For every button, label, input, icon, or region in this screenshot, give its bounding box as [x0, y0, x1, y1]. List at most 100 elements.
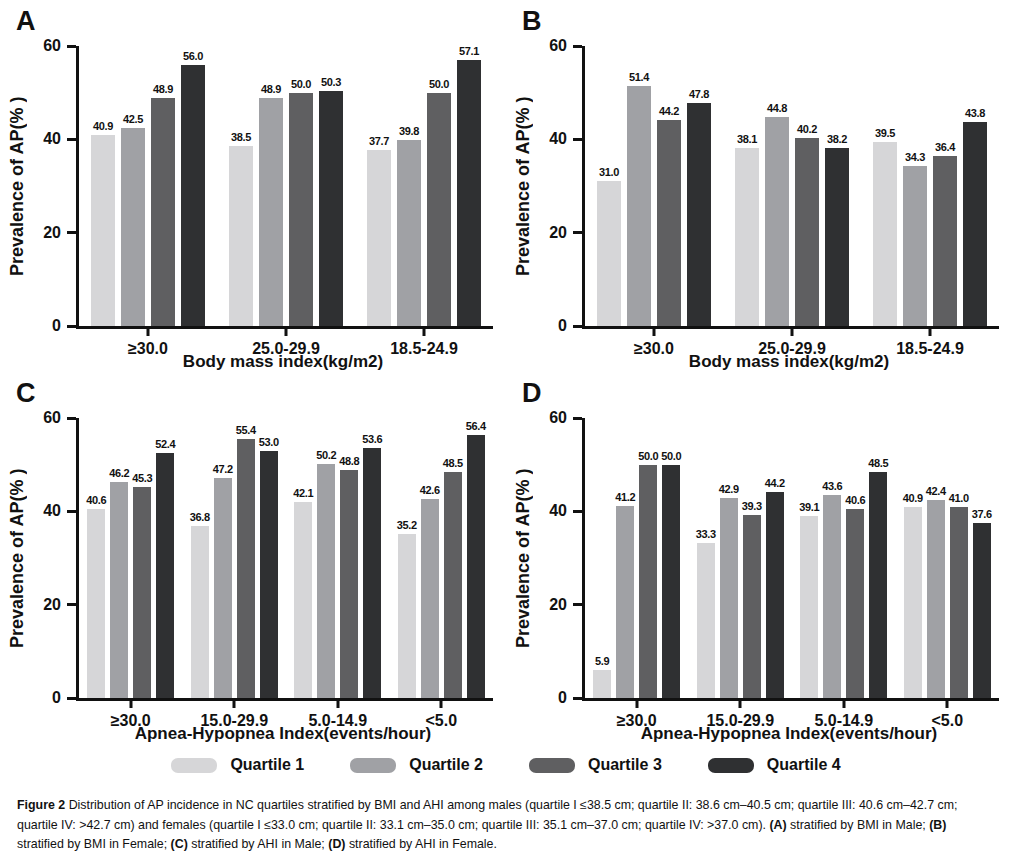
bar-value-label: 35.2	[397, 519, 417, 531]
bar-value-label: 36.4	[935, 141, 955, 153]
panel-c: C Prevalence of AP(% ) 020406040.646.245…	[0, 372, 506, 744]
y-axis-tick-label: 20	[25, 225, 61, 241]
legend-swatch-quartile-1	[171, 758, 217, 773]
bar: 50.0	[427, 93, 451, 326]
bar-groups: 5.941.250.050.0≥30.033.342.939.344.215.0…	[585, 418, 999, 698]
x-axis-tick	[842, 698, 845, 708]
x-axis-tick	[440, 698, 443, 708]
bar: 56.0	[181, 65, 205, 326]
y-axis-tick	[573, 231, 582, 234]
y-axis-tick	[67, 417, 76, 420]
bar-value-label: 41.0	[949, 492, 969, 504]
bar-value-label: 42.1	[293, 487, 313, 499]
bar-value-label: 53.0	[259, 436, 279, 448]
bar: 38.1	[735, 148, 759, 326]
bar: 50.0	[639, 465, 657, 698]
bar-value-label: 48.9	[153, 83, 173, 95]
bar: 41.0	[950, 507, 968, 698]
y-axis-tick-label: 60	[531, 410, 567, 426]
x-axis-label: Apnea-Hypopnea Index(events/hour)	[582, 724, 996, 744]
bar-value-label: 50.0	[661, 450, 681, 462]
bar: 38.5	[229, 146, 253, 326]
bar: 53.0	[260, 451, 278, 698]
x-axis-label: Body mass index(kg/m2)	[76, 352, 490, 372]
y-axis-tick	[67, 138, 76, 141]
y-axis-tick	[67, 603, 76, 606]
bar-value-label: 34.3	[905, 151, 925, 163]
bar-value-label: 40.6	[845, 494, 865, 506]
x-axis-tick	[285, 326, 288, 336]
bar-value-label: 38.1	[737, 133, 757, 145]
panel-letter-d: D	[522, 378, 542, 409]
bar-value-label: 48.5	[443, 457, 463, 469]
x-axis-tick	[233, 698, 236, 708]
chart-panels: A Prevalence of AP(% ) 020406040.942.548…	[0, 0, 1012, 744]
bar-group: 31.051.444.247.8≥30.0	[597, 46, 711, 326]
legend-swatch-quartile-4	[708, 758, 754, 773]
y-axis-label: Prevalence of AP(% )	[8, 46, 26, 326]
bar: 42.4	[927, 500, 945, 698]
legend-label-quartile-4: Quartile 4	[767, 756, 841, 774]
bar-value-label: 39.1	[799, 501, 819, 513]
plot-area-a: 020406040.942.548.956.0≥30.038.548.950.0…	[76, 46, 493, 329]
bar-value-label: 46.2	[109, 467, 129, 479]
bar-value-label: 42.9	[719, 483, 739, 495]
y-axis-tick-label: 40	[531, 131, 567, 147]
x-axis-tick	[929, 326, 932, 336]
y-axis-tick	[67, 45, 76, 48]
bar: 44.8	[765, 117, 789, 326]
legend-swatch-quartile-2	[350, 758, 396, 773]
bar: 45.3	[133, 487, 151, 698]
bar: 35.2	[398, 534, 416, 698]
bar-group: 39.534.336.443.818.5-24.9	[873, 46, 987, 326]
bar: 50.0	[289, 93, 313, 326]
bar: 47.2	[214, 478, 232, 698]
bar-value-label: 55.4	[236, 424, 256, 436]
bar: 47.8	[687, 103, 711, 326]
x-axis-tick	[147, 326, 150, 336]
caption-bold-text: (C)	[171, 837, 188, 851]
x-axis-tick	[423, 326, 426, 336]
caption-paragraph: Figure 2 Distribution of AP incidence in…	[17, 796, 995, 855]
bar-value-label: 48.5	[868, 457, 888, 469]
caption-text: stratified by BMI in Male;	[787, 818, 930, 832]
panel-letter-b: B	[522, 6, 542, 37]
x-axis-tick	[946, 698, 949, 708]
bar-value-label: 42.6	[420, 484, 440, 496]
bar: 42.5	[121, 128, 145, 326]
bar-value-label: 50.2	[316, 449, 336, 461]
bar: 43.6	[823, 495, 841, 698]
bar: 31.0	[597, 181, 621, 326]
bar: 48.5	[444, 472, 462, 698]
y-axis-tick-label: 0	[531, 690, 567, 706]
y-axis-tick-label: 0	[531, 318, 567, 334]
bar-value-label: 51.4	[629, 71, 649, 83]
bar: 40.9	[91, 135, 115, 326]
y-axis-tick	[573, 325, 582, 328]
bar: 57.1	[457, 60, 481, 326]
bar-value-label: 40.6	[86, 494, 106, 506]
plot-area-c: 020406040.646.245.352.4≥30.036.847.255.4…	[76, 418, 493, 701]
bar-value-label: 36.8	[190, 511, 210, 523]
bar: 44.2	[766, 492, 784, 698]
bar-value-label: 50.0	[429, 78, 449, 90]
bar-value-label: 41.2	[615, 491, 635, 503]
y-axis-tick-label: 40	[25, 131, 61, 147]
bar: 39.1	[800, 516, 818, 698]
bar-groups: 40.942.548.956.0≥30.038.548.950.050.325.…	[79, 46, 493, 326]
caption-bold-text: (A)	[769, 818, 786, 832]
caption-bold-text: (B)	[929, 818, 946, 832]
bar-value-label: 56.4	[466, 420, 486, 432]
y-axis-tick	[573, 697, 582, 700]
y-axis-tick	[67, 231, 76, 234]
bar: 48.5	[869, 472, 887, 698]
bar: 50.0	[662, 465, 680, 698]
bar: 42.1	[294, 502, 312, 698]
legend-swatch-quartile-3	[529, 758, 575, 773]
bar: 40.2	[795, 138, 819, 326]
bar-group: 38.548.950.050.325.0-29.9	[229, 46, 343, 326]
figure-2: A Prevalence of AP(% ) 020406040.942.548…	[0, 0, 1012, 858]
bar-value-label: 47.8	[689, 88, 709, 100]
bar: 40.9	[904, 507, 922, 698]
bar-value-label: 42.4	[926, 485, 946, 497]
